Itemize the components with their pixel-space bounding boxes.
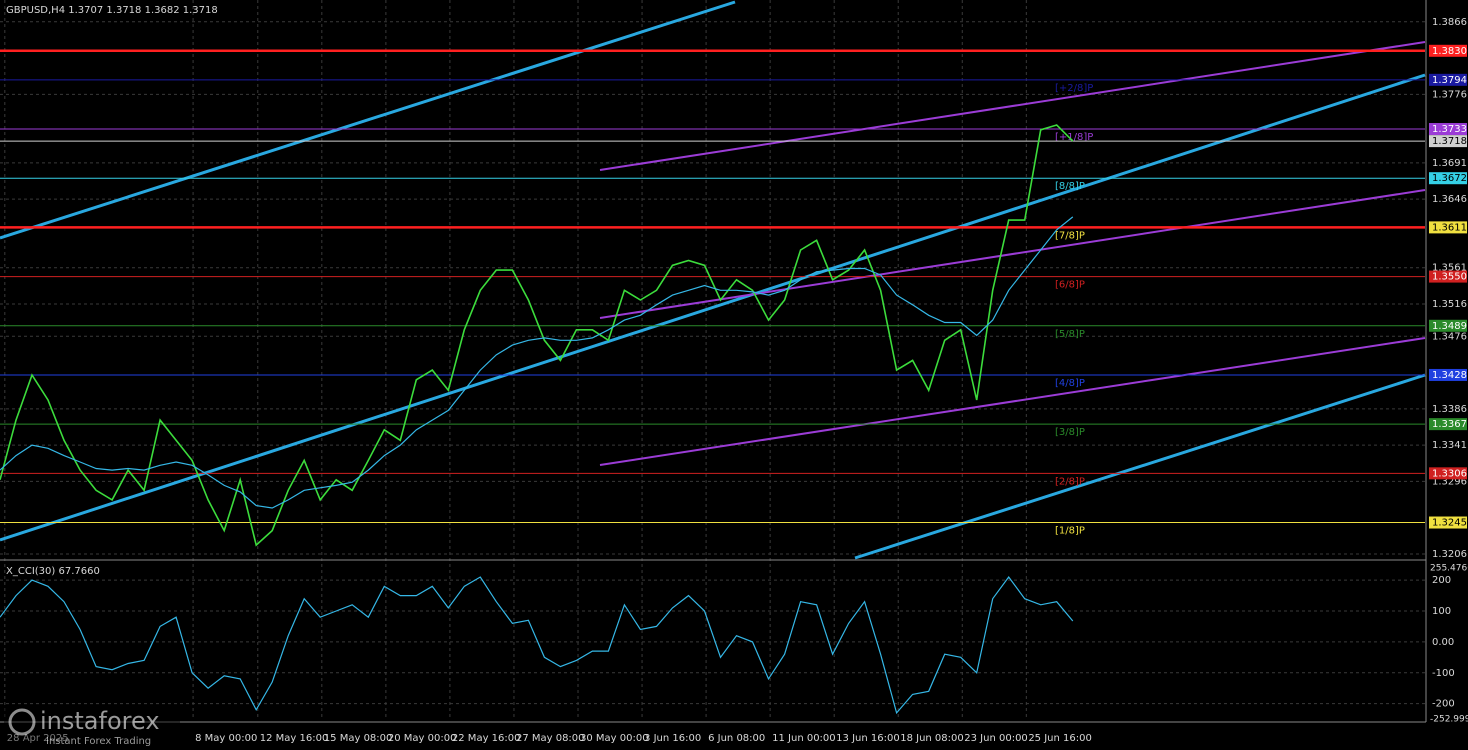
y-tick-label: 1.3296 — [1432, 476, 1467, 487]
level-box — [1429, 418, 1467, 431]
y-tick-label: 1.3516 — [1432, 299, 1467, 310]
axis-labels: 1.3866 1.3776 1.3691 1.3646 1.3561 1.3516 1.34… — [7, 17, 1468, 744]
murrey-label: [3/8]P — [1055, 427, 1085, 438]
channel-line — [599, 189, 1426, 319]
x-tick-label: 13 Jun 16:00 — [836, 733, 900, 744]
level-label: 1.3733 — [1432, 124, 1467, 135]
x-tick-label: 8 May 00:00 — [195, 733, 257, 744]
x-tick-label: 3 Jun 16:00 — [644, 733, 701, 744]
series-line — [0, 124, 1074, 547]
level-box — [1429, 44, 1467, 57]
y-tick-label: 1.3341 — [1432, 440, 1467, 451]
plots — [0, 124, 1074, 715]
level-label: 1.3306 — [1432, 468, 1467, 479]
level-box — [1429, 123, 1467, 136]
y-tick-label: 1.3386 — [1432, 404, 1467, 415]
x-tick-label: 6 Jun 08:00 — [708, 733, 765, 744]
x-tick-label: 15 May 08:00 — [324, 733, 393, 744]
level-label: 1.3830 — [1432, 46, 1467, 57]
x-tick-label: 25 Jun 16:00 — [1028, 733, 1092, 744]
series-line — [0, 216, 1074, 509]
x-tick-label: 11 Jun 00:00 — [772, 733, 836, 744]
level-box — [1429, 270, 1467, 283]
trend-line — [854, 373, 1426, 560]
y-tick-label: 1.3776 — [1432, 89, 1467, 100]
grid — [0, 0, 1425, 720]
level-label: 1.3367 — [1432, 419, 1467, 430]
indicator-title: X_CCI(30) 67.7660 — [6, 566, 100, 577]
watermark-brand: instaforex — [40, 707, 160, 735]
level-label: 1.3672 — [1432, 173, 1467, 184]
y-tick-label: 200 — [1432, 575, 1451, 586]
chart-title: GBPUSD,H4 1.3707 1.3718 1.3682 1.3718 — [6, 5, 218, 16]
level-label: 1.3550 — [1432, 272, 1467, 283]
level-label: 1.3245 — [1432, 518, 1467, 529]
level-box — [1429, 221, 1467, 234]
level-label: 1.3489 — [1432, 321, 1467, 332]
x-tick-label: 18 Jun 08:00 — [900, 733, 964, 744]
murrey-label: [7/8]P — [1055, 230, 1085, 241]
x-tick-label: 23 Jun 00:00 — [964, 733, 1028, 744]
level-label: 1.3611 — [1432, 222, 1467, 233]
murrey-label: [5/8]P — [1055, 329, 1085, 340]
trend-line — [0, 73, 1426, 542]
y-limit-label: -252.9996 — [1430, 715, 1468, 725]
x-tick-label: 30 May 00:00 — [580, 733, 649, 744]
y-tick-label: 1.3691 — [1432, 158, 1467, 169]
y-tick-label: 1.3646 — [1432, 194, 1467, 205]
level-box — [1429, 368, 1467, 381]
channel-line — [599, 337, 1426, 466]
level-box — [1429, 73, 1467, 86]
level-label: 1.3428 — [1432, 370, 1467, 381]
murrey-label: [6/8]P — [1055, 280, 1085, 291]
trend-line — [0, 0, 736, 240]
level-box — [1429, 319, 1467, 332]
y-tick-label: 1.3206 — [1432, 549, 1467, 560]
y-tick-label: -100 — [1432, 668, 1455, 679]
x-tick-label: 28 Apr 2025 — [7, 733, 69, 744]
levels: [+2/8]P [+1/8]P [8/8]P [7/8]P [6/8]P [5/8]P [4… — [0, 49, 1425, 537]
murrey-label: [1/8]P — [1055, 526, 1085, 537]
watermark-icon — [8, 708, 36, 736]
x-tick-label: 22 May 16:00 — [452, 733, 521, 744]
murrey-label: [+1/8]P — [1055, 132, 1093, 143]
level-box — [1429, 172, 1467, 185]
watermark-tagline: Instant Forex Trading — [46, 736, 151, 747]
y-limit-label: 255.4766 — [1430, 564, 1468, 574]
level-label: 1.3794 — [1432, 75, 1467, 86]
x-tick-label: 12 May 16:00 — [260, 733, 329, 744]
level-box — [1429, 135, 1467, 148]
y-tick-label: 100 — [1432, 606, 1451, 617]
level-box — [1429, 516, 1467, 529]
murrey-label: [8/8]P — [1055, 181, 1085, 192]
channel-line — [599, 41, 1426, 171]
murrey-label: [4/8]P — [1055, 378, 1085, 389]
y-tick-label: 0.00 — [1432, 637, 1454, 648]
murrey-label: [+2/8]P — [1055, 83, 1093, 94]
x-tick-label: 20 May 00:00 — [388, 733, 457, 744]
x-tick-label: 27 May 08:00 — [516, 733, 585, 744]
y-tick-label: 1.3476 — [1432, 331, 1467, 342]
level-box — [1429, 467, 1467, 480]
level-label: 1.3718 — [1432, 136, 1467, 147]
murrey-label: [2/8]P — [1055, 476, 1085, 487]
series-line — [0, 575, 1074, 715]
trend-lines — [0, 0, 1426, 560]
watermark: instaforex Instant Forex Trading — [4, 705, 180, 747]
y-tick-label: 1.3866 — [1432, 17, 1467, 28]
y-tick-label: -200 — [1432, 699, 1455, 710]
y-tick-label: 1.3561 — [1432, 263, 1467, 274]
